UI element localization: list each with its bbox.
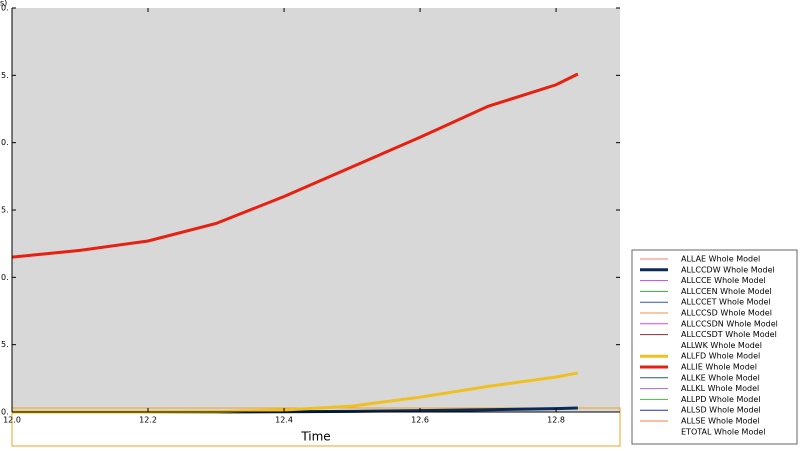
legend-label: ALLCCDW Whole Model (681, 265, 775, 274)
x-tick-label: 12.8 (547, 416, 565, 425)
legend-label: ALLPD Whole Model (681, 395, 761, 404)
legend-label: ALLFD Whole Model (681, 352, 760, 361)
y-tick-label: 0. (1, 138, 9, 147)
legend-label: ALLIE Whole Model (681, 363, 757, 372)
legend-label: ALLWK Whole Model (681, 341, 762, 350)
x-tick-label: 12.4 (275, 416, 293, 425)
x-tick-label: 12.6 (411, 416, 429, 425)
x-label: Time (300, 430, 330, 444)
legend-label: ALLSD Whole Model (681, 406, 761, 415)
y-tick-label: 0. (1, 408, 9, 417)
x-tick-label: 12.2 (139, 416, 157, 425)
legend-label: ALLCCET Whole Model (681, 298, 771, 307)
legend-label: ETOTAL Whole Model (681, 427, 766, 436)
legend-label: ALLCCE Whole Model (681, 276, 766, 285)
series-line (11, 72, 579, 259)
legend-label: ALLAE Whole Model (681, 255, 760, 264)
y-tick-label: 0. (1, 273, 9, 282)
legend-box (631, 249, 798, 445)
y-label: s) (0, 0, 7, 8)
legend-label: ALLCCSD Whole Model (681, 309, 772, 318)
x-tick-label: 12.0 (3, 416, 21, 425)
legend-label: ALLKE Whole Model (681, 373, 760, 382)
legend-label: ALLCCEN Whole Model (681, 287, 772, 296)
y-tick-label: 5. (1, 206, 9, 215)
y-tick-label: 5. (1, 340, 9, 349)
y-tick-label: 0. (1, 4, 9, 13)
legend-label: ALLKL Whole Model (681, 384, 759, 393)
legend-label: ALLCCSDT Whole Model (681, 330, 777, 339)
y-tick-label: 5. (1, 71, 9, 80)
legend-label: ALLSE Whole Model (681, 417, 760, 426)
legend-label: ALLCCSDN Whole Model (681, 319, 778, 328)
plot-area (12, 8, 620, 412)
